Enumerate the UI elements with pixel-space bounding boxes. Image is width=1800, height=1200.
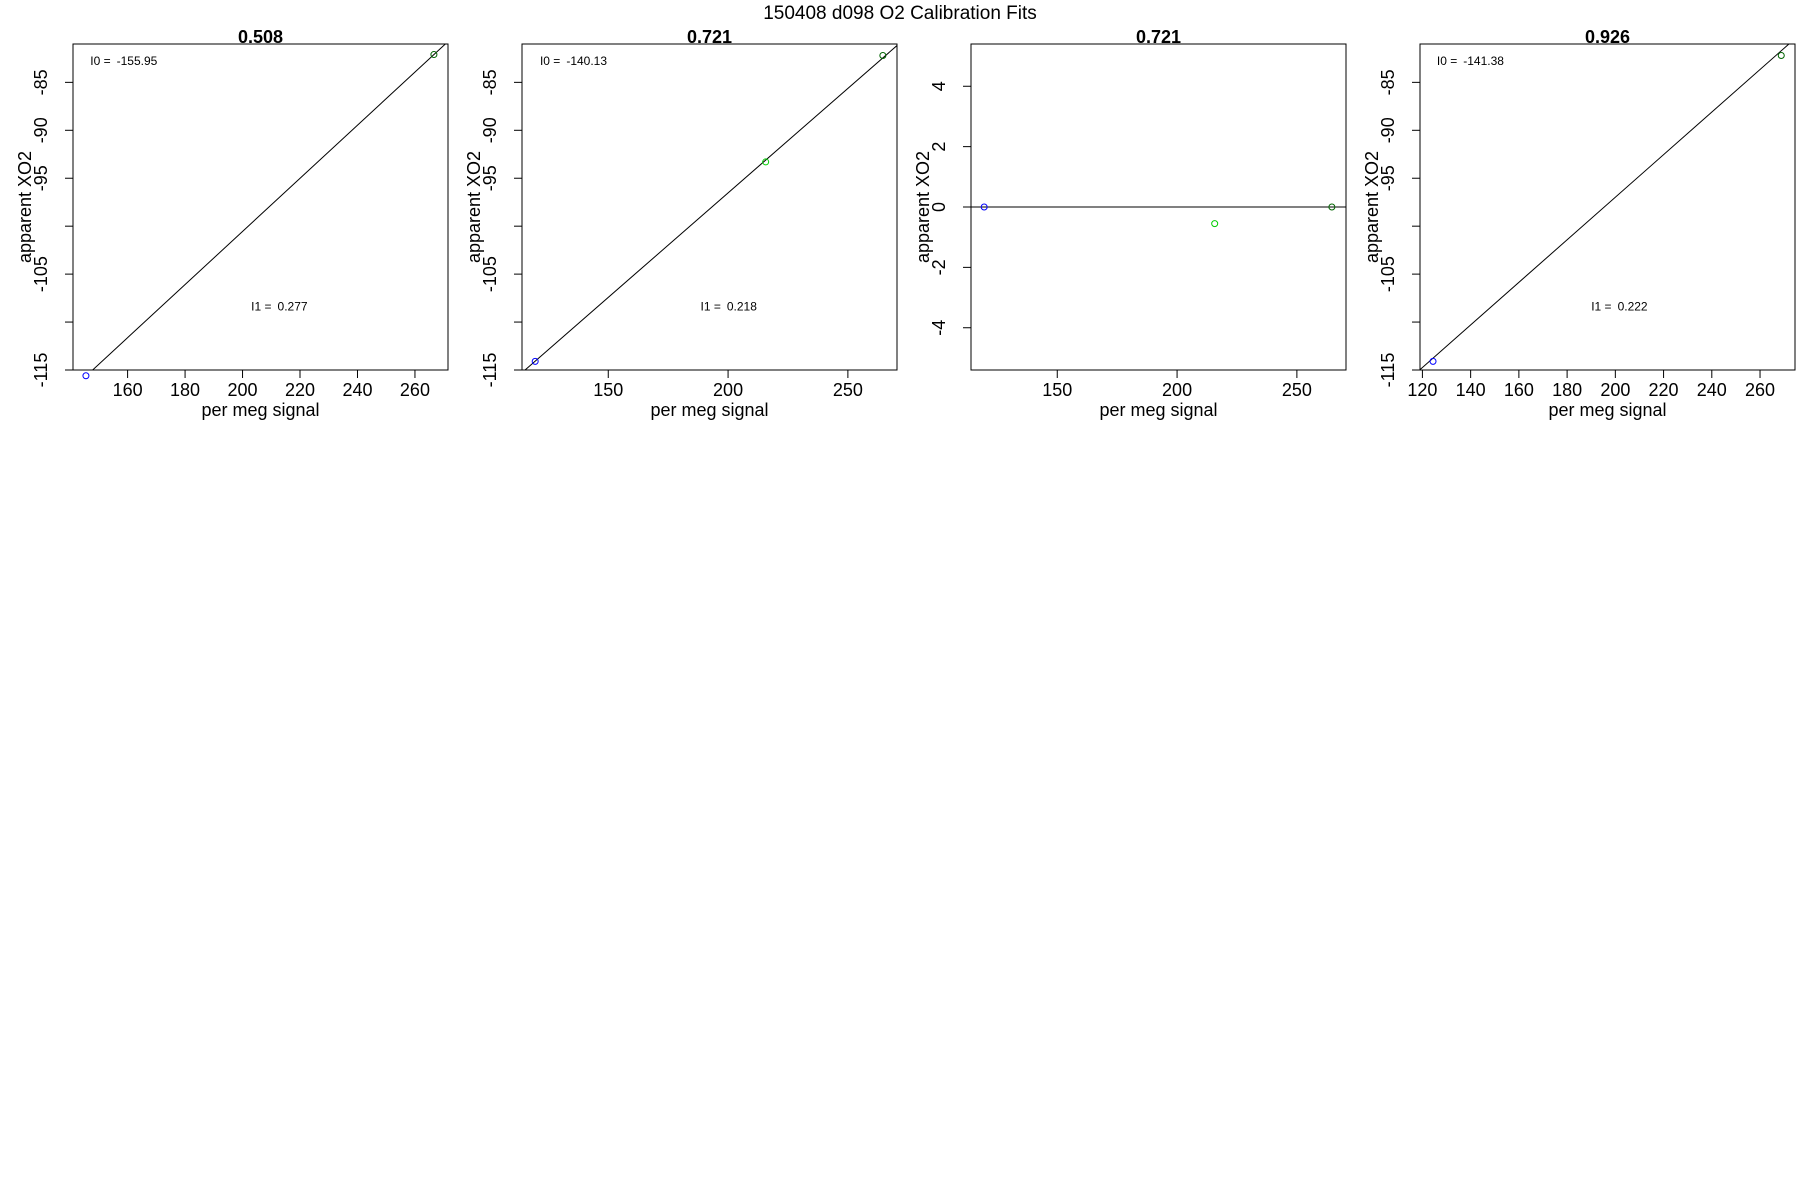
annotation-value: 0.222: [1618, 300, 1648, 314]
x-axis-label: per meg signal: [1099, 400, 1217, 420]
panel-title: 0.721: [1136, 27, 1181, 47]
panel-title: 0.926: [1585, 27, 1630, 47]
x-tick-label: 180: [170, 380, 200, 400]
data-point-darkgreen: [1777, 52, 1785, 60]
annotation-i1: I1 = 0.218: [701, 300, 758, 314]
annotation-value: 0.218: [727, 300, 757, 314]
y-tick-label: 0: [929, 202, 949, 212]
y-tick-label: 2: [929, 142, 949, 152]
panel-title: 0.508: [238, 27, 283, 47]
y-tick-label: -105: [31, 256, 51, 292]
data-point-green: [762, 158, 770, 166]
y-tick-label: -105: [1378, 256, 1398, 292]
data-point-blue: [82, 372, 90, 380]
x-tick-label: 260: [400, 380, 430, 400]
chart-panel-3: 0.721 150 200 250 -4 -2 0 2 4 per meg signal appar…: [913, 27, 1347, 420]
y-tick-label: -95: [1378, 165, 1398, 191]
data-point-blue: [1429, 357, 1437, 365]
y-tick-label: -4: [929, 320, 949, 336]
chart-panel-2: 0.721 150 200 250 -115 -105 -95 -90 -85 per meg s…: [464, 27, 898, 420]
y-tick-label: 4: [929, 81, 949, 91]
x-tick-label: 180: [1552, 380, 1582, 400]
fit-line: [1420, 44, 1790, 370]
plot-frame: [72, 43, 449, 371]
annotation-i0: I0 = -141.38: [1437, 54, 1504, 68]
data-point-darkgreen: [879, 52, 887, 60]
data-point-blue: [980, 203, 988, 211]
y-tick-label: -90: [31, 117, 51, 143]
x-tick-label: 260: [1745, 380, 1775, 400]
y-tick-label: -115: [480, 353, 500, 388]
annotation-value: -155.95: [117, 54, 158, 68]
data-point-darkgreen: [1328, 203, 1336, 211]
annotation-value: 0.277: [278, 300, 308, 314]
y-tick-label: -95: [480, 165, 500, 191]
annotation-i0: I0 = -140.13: [540, 54, 607, 68]
chart-panel-4: 0.926 120 140 160 180 200 220 240 260 -115 -105 -95…: [1362, 27, 1796, 420]
y-tick-label: -85: [31, 69, 51, 95]
x-tick-label: 250: [833, 380, 863, 400]
y-axis-label: apparent XO2: [464, 151, 484, 263]
annotation-i1: I1 = 0.277: [251, 300, 308, 314]
annotation-label: I1 =: [251, 300, 271, 314]
data-point-green: [1211, 220, 1219, 228]
annotation-label: I1 =: [1591, 300, 1611, 314]
x-tick-label: 220: [285, 380, 315, 400]
x-tick-label: 240: [342, 380, 372, 400]
x-axis-label: per meg signal: [1548, 400, 1666, 420]
y-tick-label: -105: [480, 256, 500, 292]
y-tick-label: -115: [31, 353, 51, 388]
x-tick-label: 150: [593, 380, 623, 400]
y-axis-label: apparent XO2: [1362, 151, 1382, 263]
x-tick-label: 200: [1600, 380, 1630, 400]
y-axis-label: apparent XO2: [913, 151, 933, 263]
chart-panel-1: 0.508 160 180 200 220 240 260 -115 -105 -95 -90 -85…: [15, 27, 449, 420]
y-tick-label: -115: [1378, 353, 1398, 388]
figure-title: 150408 d098 O2 Calibration Fits: [763, 3, 1037, 24]
x-tick-label: 250: [1282, 380, 1312, 400]
x-tick-label: 160: [1504, 380, 1534, 400]
x-tick-label: 240: [1697, 380, 1727, 400]
annotation-label: I1 =: [701, 300, 721, 314]
x-tick-label: 220: [1649, 380, 1679, 400]
x-tick-label: 120: [1407, 380, 1437, 400]
annotation-value: -141.38: [1463, 54, 1504, 68]
x-tick-label: 160: [113, 380, 143, 400]
annotation-label: I0 =: [1437, 54, 1457, 68]
x-tick-label: 200: [1162, 380, 1192, 400]
x-axis-label: per meg signal: [650, 400, 768, 420]
x-tick-label: 200: [228, 380, 258, 400]
fit-line: [91, 44, 447, 370]
y-tick-label: -85: [1378, 69, 1398, 95]
y-tick-label: -95: [31, 165, 51, 191]
x-axis-label: per meg signal: [201, 400, 319, 420]
panel-title: 0.721: [687, 27, 732, 47]
plot-frame: [1419, 43, 1796, 371]
data-point-darkgreen: [430, 51, 438, 59]
annotation-value: -140.13: [566, 54, 607, 68]
annotation-i0: I0 = -155.95: [90, 54, 157, 68]
annotation-label: I0 =: [540, 54, 560, 68]
plot-frame: [521, 43, 898, 371]
y-axis-label: apparent XO2: [15, 151, 35, 263]
y-tick-label: -2: [929, 259, 949, 275]
annotation-i1: I1 = 0.222: [1591, 300, 1648, 314]
fit-line: [524, 45, 897, 370]
data-point-blue: [531, 357, 539, 365]
annotation-label: I0 =: [90, 54, 110, 68]
x-tick-label: 200: [713, 380, 743, 400]
x-tick-label: 140: [1456, 380, 1486, 400]
y-tick-label: -90: [480, 117, 500, 143]
y-tick-label: -85: [480, 69, 500, 95]
y-tick-label: -90: [1378, 117, 1398, 143]
x-tick-label: 150: [1042, 380, 1072, 400]
